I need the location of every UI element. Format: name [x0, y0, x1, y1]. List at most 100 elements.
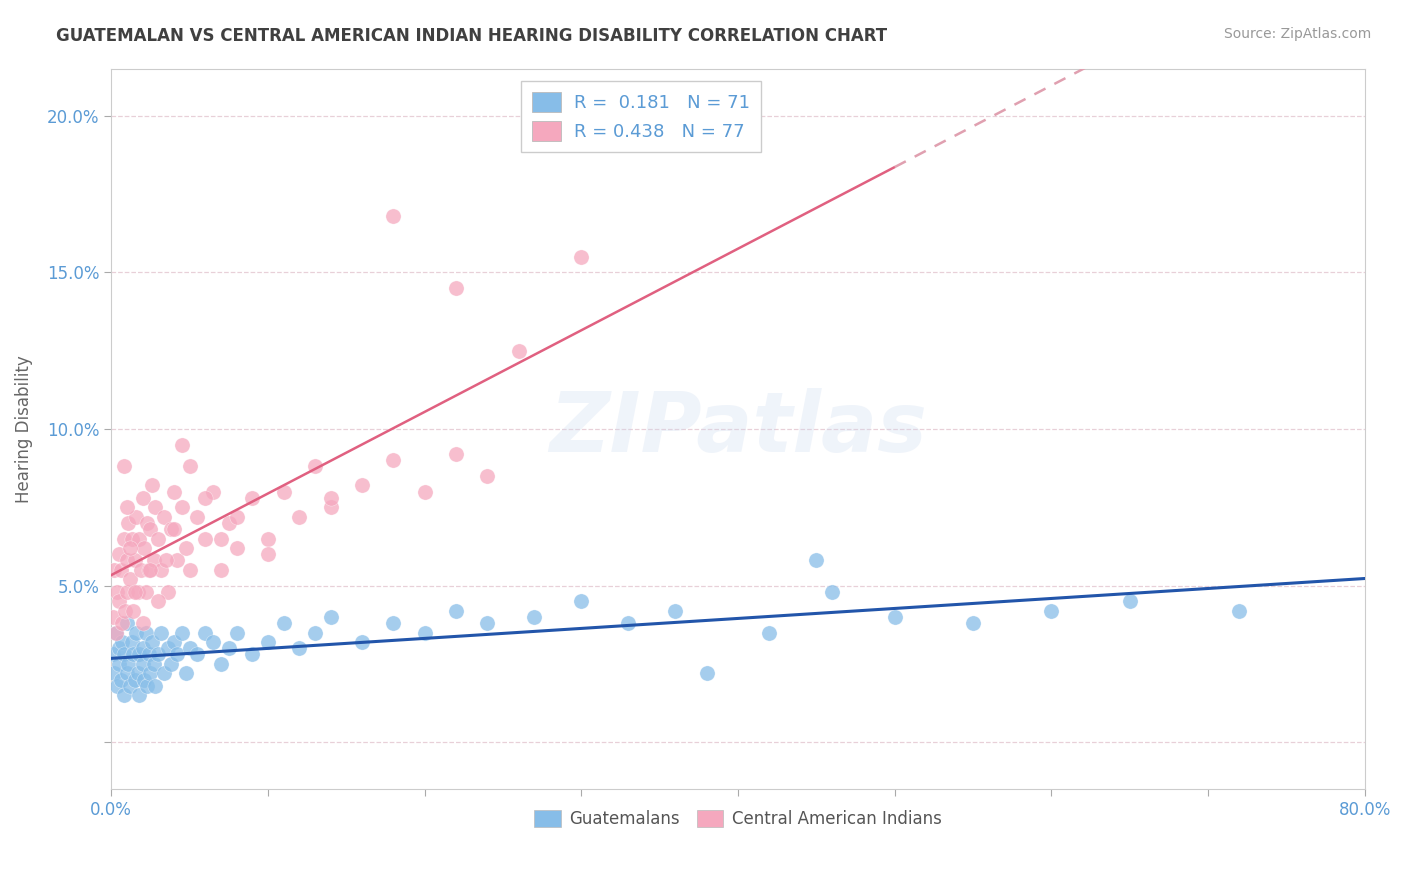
Point: [107, 679, 129, 693]
Point: [155, 553, 177, 567]
Point: [153, 509, 176, 524]
Point: [115, 584, 138, 599]
Point: [156, 641, 179, 656]
Point: [413, 484, 436, 499]
Point: [477, 616, 499, 631]
Point: [121, 532, 143, 546]
Point: [112, 532, 135, 546]
Point: [166, 553, 188, 567]
Point: [139, 522, 162, 536]
Point: [166, 648, 188, 662]
Point: [350, 478, 373, 492]
Point: [304, 459, 326, 474]
Point: [962, 616, 984, 631]
Point: [148, 532, 170, 546]
Point: [163, 522, 186, 536]
Point: [821, 584, 844, 599]
Point: [1229, 604, 1251, 618]
Y-axis label: Hearing Disability: Hearing Disability: [15, 355, 32, 503]
Point: [194, 532, 217, 546]
Point: [118, 572, 141, 586]
Point: [806, 553, 828, 567]
Point: [103, 666, 125, 681]
Point: [444, 281, 467, 295]
Point: [132, 673, 155, 687]
Point: [319, 610, 342, 624]
Point: [163, 484, 186, 499]
Point: [139, 666, 162, 681]
Point: [240, 491, 263, 505]
Point: [382, 209, 405, 223]
Point: [273, 484, 295, 499]
Point: [122, 648, 145, 662]
Point: [111, 635, 134, 649]
Point: [186, 509, 208, 524]
Point: [112, 648, 135, 662]
Point: [664, 604, 686, 618]
Point: [153, 666, 176, 681]
Point: [202, 484, 225, 499]
Point: [209, 657, 232, 671]
Point: [202, 635, 225, 649]
Point: [132, 541, 155, 555]
Point: [115, 666, 138, 681]
Point: [319, 491, 342, 505]
Point: [179, 459, 201, 474]
Point: [382, 616, 405, 631]
Point: [135, 584, 157, 599]
Point: [444, 604, 467, 618]
Point: [257, 532, 280, 546]
Point: [1040, 604, 1063, 618]
Point: [136, 516, 159, 530]
Point: [444, 447, 467, 461]
Point: [617, 616, 640, 631]
Point: [350, 635, 373, 649]
Point: [194, 625, 217, 640]
Point: [159, 522, 181, 536]
Point: [129, 563, 152, 577]
Point: [170, 437, 193, 451]
Point: [508, 343, 530, 358]
Point: [150, 625, 173, 640]
Point: [115, 500, 138, 515]
Point: [107, 584, 129, 599]
Point: [131, 491, 153, 505]
Point: [128, 688, 150, 702]
Point: [138, 648, 160, 662]
Point: [696, 666, 718, 681]
Point: [108, 641, 131, 656]
Point: [156, 584, 179, 599]
Point: [135, 625, 157, 640]
Point: [218, 516, 240, 530]
Point: [209, 532, 232, 546]
Point: [101, 648, 124, 662]
Legend: Guatemalans, Central American Indians: Guatemalans, Central American Indians: [527, 804, 948, 835]
Point: [117, 516, 139, 530]
Point: [118, 679, 141, 693]
Point: [108, 657, 131, 671]
Point: [148, 594, 170, 608]
Point: [176, 541, 198, 555]
Point: [112, 459, 135, 474]
Point: [225, 509, 247, 524]
Point: [114, 604, 136, 618]
Point: [141, 635, 163, 649]
Point: [225, 625, 247, 640]
Point: [163, 635, 186, 649]
Point: [118, 541, 141, 555]
Point: [142, 553, 165, 567]
Point: [131, 616, 153, 631]
Point: [124, 584, 146, 599]
Point: [121, 635, 143, 649]
Point: [170, 625, 193, 640]
Point: [304, 625, 326, 640]
Point: [569, 250, 592, 264]
Point: [148, 648, 170, 662]
Point: [159, 657, 181, 671]
Point: [176, 666, 198, 681]
Point: [111, 616, 134, 631]
Point: [288, 641, 311, 656]
Point: [194, 491, 217, 505]
Point: [142, 657, 165, 671]
Text: ZIPatlas: ZIPatlas: [550, 388, 927, 469]
